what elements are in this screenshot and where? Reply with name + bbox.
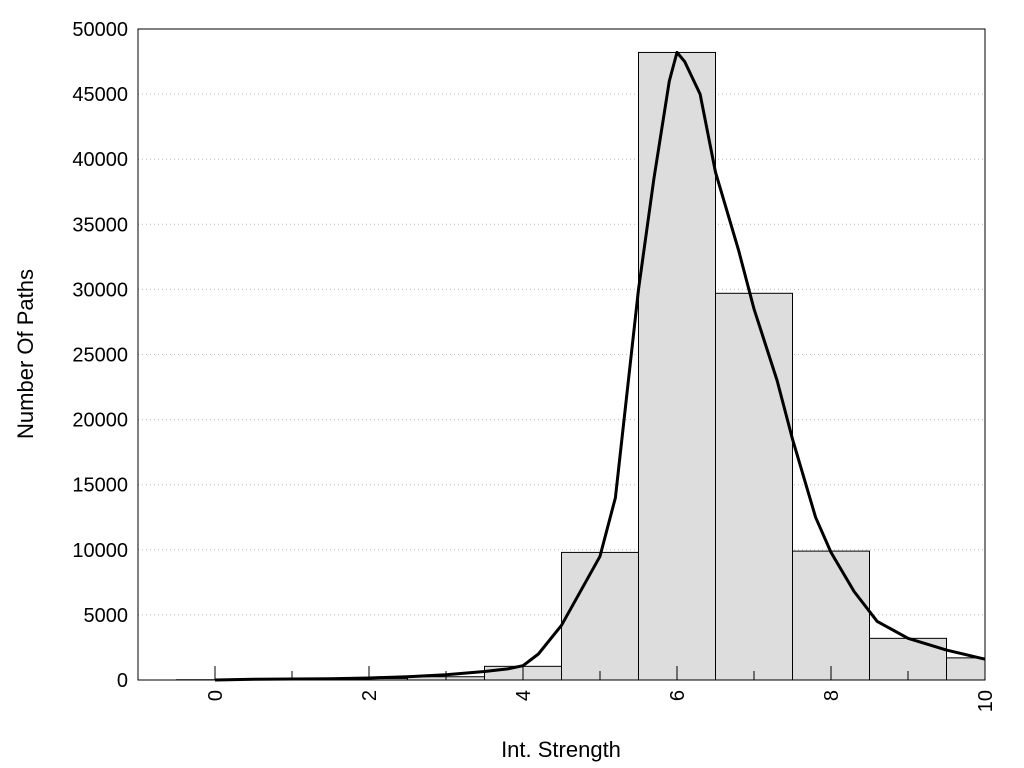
gridlines (138, 93, 985, 616)
y-tick-label: 0 (117, 670, 128, 692)
density-curve (214, 50, 986, 682)
x-tick-label: 4 (513, 690, 535, 701)
y-tick-label: 30000 (72, 279, 128, 301)
y-tick-label: 20000 (72, 410, 128, 432)
y-tick-label: 35000 (72, 214, 128, 236)
y-tick-label: 5000 (84, 605, 129, 627)
plot-frame (137, 28, 986, 681)
y-axis-ticks: 0 5000 10000 15000 20000 25000 30000 35000 40000… (72, 19, 128, 692)
histogram-bar (946, 657, 986, 681)
y-tick-label: 15000 (72, 475, 128, 497)
y-tick-label: 25000 (72, 345, 128, 367)
x-tick-label: 8 (821, 690, 843, 701)
x-tick-label: 0 (205, 690, 227, 701)
y-tick-label: 10000 (72, 540, 128, 562)
histogram-bar (792, 550, 870, 681)
y-tick-label: 40000 (72, 149, 128, 171)
x-axis-ticks: 0 2 4 6 8 10 (205, 666, 997, 712)
y-tick-label: 45000 (72, 84, 128, 106)
histogram-bars (176, 51, 986, 681)
histogram-bar (638, 51, 716, 681)
x-tick-label: 6 (667, 690, 689, 701)
y-axis-label: Number Of Paths (13, 269, 38, 439)
x-tick-label: 2 (359, 690, 381, 701)
y-tick-label: 50000 (72, 19, 128, 41)
x-tick-label: 10 (975, 690, 997, 712)
histogram-bar (561, 551, 639, 681)
x-axis-label: Int. Strength (501, 737, 621, 762)
histogram-bar (715, 292, 793, 681)
